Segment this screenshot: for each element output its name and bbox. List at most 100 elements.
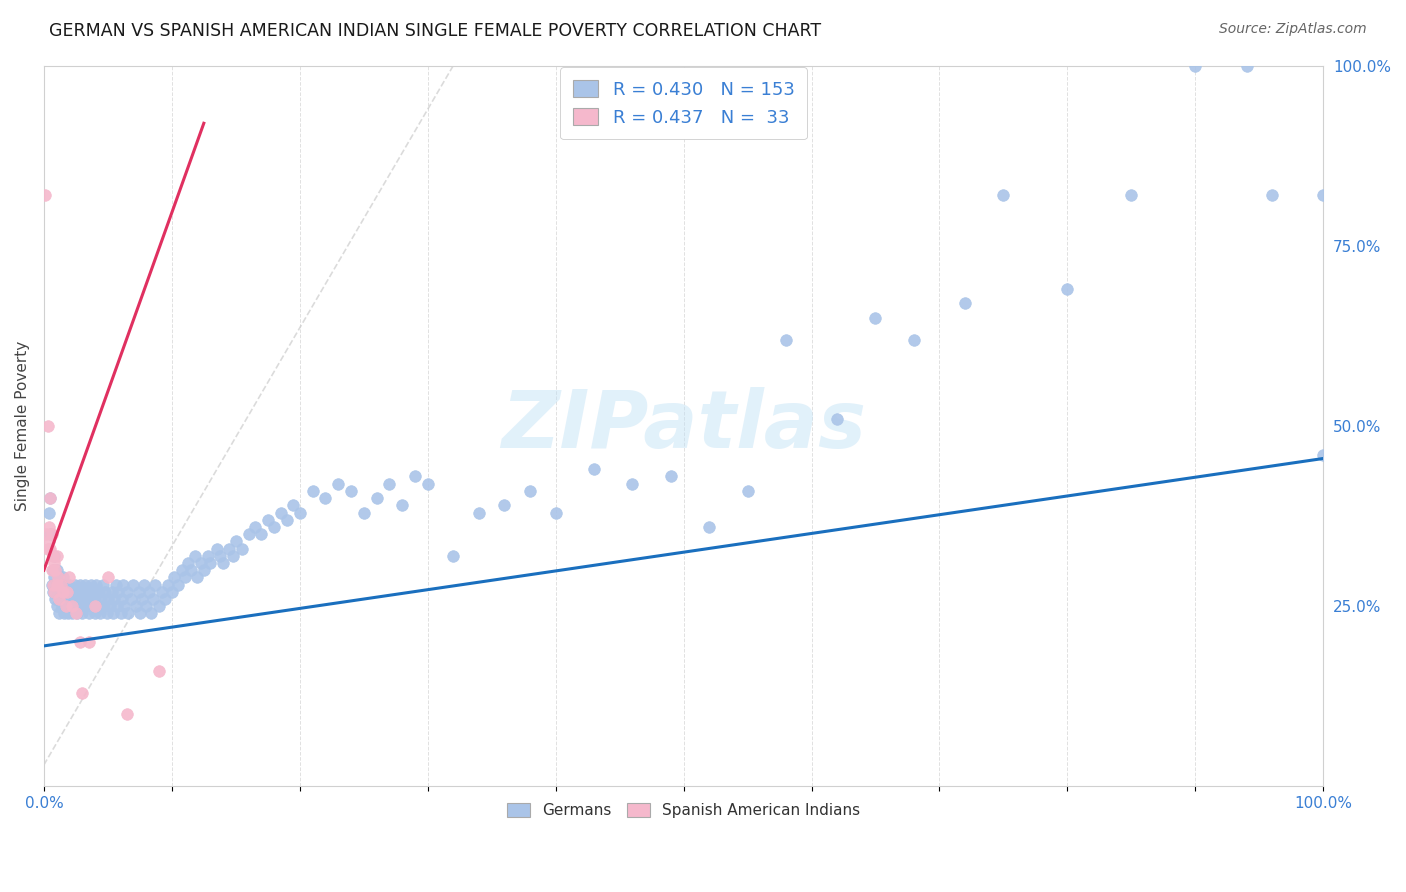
Point — [49, 577, 72, 591]
Point — [72, 607, 94, 621]
Point — [39, 541, 62, 556]
Point — [621, 476, 644, 491]
Point — [62, 592, 84, 607]
Point — [101, 607, 124, 621]
Point — [45, 549, 67, 563]
Point — [96, 607, 118, 621]
Point — [42, 563, 65, 577]
Point — [51, 599, 73, 614]
Point — [56, 584, 79, 599]
Point — [270, 506, 292, 520]
Point — [366, 491, 388, 505]
Point — [84, 599, 107, 614]
Point — [115, 707, 138, 722]
Point — [69, 635, 91, 649]
Point — [67, 592, 90, 607]
Point — [39, 491, 62, 505]
Point — [155, 592, 177, 607]
Point — [84, 607, 107, 621]
Point — [90, 592, 112, 607]
Point — [86, 599, 108, 614]
Point — [353, 506, 375, 520]
Point — [222, 549, 245, 563]
Point — [60, 607, 83, 621]
Point — [44, 563, 66, 577]
Text: GERMAN VS SPANISH AMERICAN INDIAN SINGLE FEMALE POVERTY CORRELATION CHART: GERMAN VS SPANISH AMERICAN INDIAN SINGLE… — [49, 22, 821, 40]
Point — [48, 607, 70, 621]
Point — [42, 584, 65, 599]
Point — [45, 563, 67, 577]
Point — [53, 592, 76, 607]
Point — [115, 584, 138, 599]
Point — [209, 549, 232, 563]
Point — [404, 469, 426, 483]
Point — [45, 599, 67, 614]
Point — [94, 584, 117, 599]
Point — [122, 577, 145, 591]
Point — [197, 549, 219, 563]
Point — [41, 527, 63, 541]
Point — [111, 592, 134, 607]
Point — [128, 607, 150, 621]
Point — [58, 607, 80, 621]
Point — [79, 592, 101, 607]
Point — [42, 549, 65, 563]
Text: Source: ZipAtlas.com: Source: ZipAtlas.com — [1219, 22, 1367, 37]
Point — [256, 513, 278, 527]
Point — [52, 584, 75, 599]
Point — [180, 563, 202, 577]
Point — [58, 592, 80, 607]
Point — [1312, 448, 1334, 462]
Point — [76, 584, 98, 599]
Point — [55, 577, 77, 591]
Point — [38, 506, 60, 520]
Point — [80, 577, 103, 591]
Point — [53, 607, 76, 621]
Point — [52, 584, 75, 599]
Point — [72, 584, 94, 599]
Point — [44, 592, 66, 607]
Legend: Germans, Spanish American Indians: Germans, Spanish American Indians — [499, 795, 868, 826]
Point — [697, 520, 720, 534]
Point — [328, 476, 350, 491]
Point — [131, 592, 153, 607]
Point — [49, 592, 72, 607]
Point — [128, 584, 150, 599]
Point — [114, 599, 136, 614]
Point — [340, 483, 363, 498]
Point — [263, 520, 285, 534]
Point — [205, 541, 228, 556]
Point — [170, 563, 193, 577]
Point — [775, 333, 797, 347]
Point — [82, 599, 104, 614]
Point — [100, 584, 122, 599]
Point — [60, 584, 83, 599]
Point — [1312, 188, 1334, 202]
Point — [160, 584, 183, 599]
Point — [120, 592, 142, 607]
Point — [59, 599, 82, 614]
Point — [1261, 188, 1284, 202]
Point — [103, 592, 125, 607]
Point — [314, 491, 336, 505]
Point — [519, 483, 541, 498]
Point — [544, 506, 567, 520]
Point — [288, 506, 311, 520]
Point — [56, 599, 79, 614]
Point — [39, 527, 62, 541]
Point — [72, 686, 94, 700]
Point — [65, 607, 87, 621]
Point — [186, 570, 208, 584]
Point — [150, 584, 173, 599]
Point — [903, 333, 925, 347]
Point — [48, 570, 70, 584]
Point — [391, 499, 413, 513]
Point — [953, 296, 976, 310]
Point — [42, 549, 65, 563]
Point — [190, 556, 212, 570]
Point — [238, 527, 260, 541]
Point — [141, 607, 163, 621]
Point — [52, 570, 75, 584]
Point — [135, 599, 157, 614]
Point — [1121, 188, 1143, 202]
